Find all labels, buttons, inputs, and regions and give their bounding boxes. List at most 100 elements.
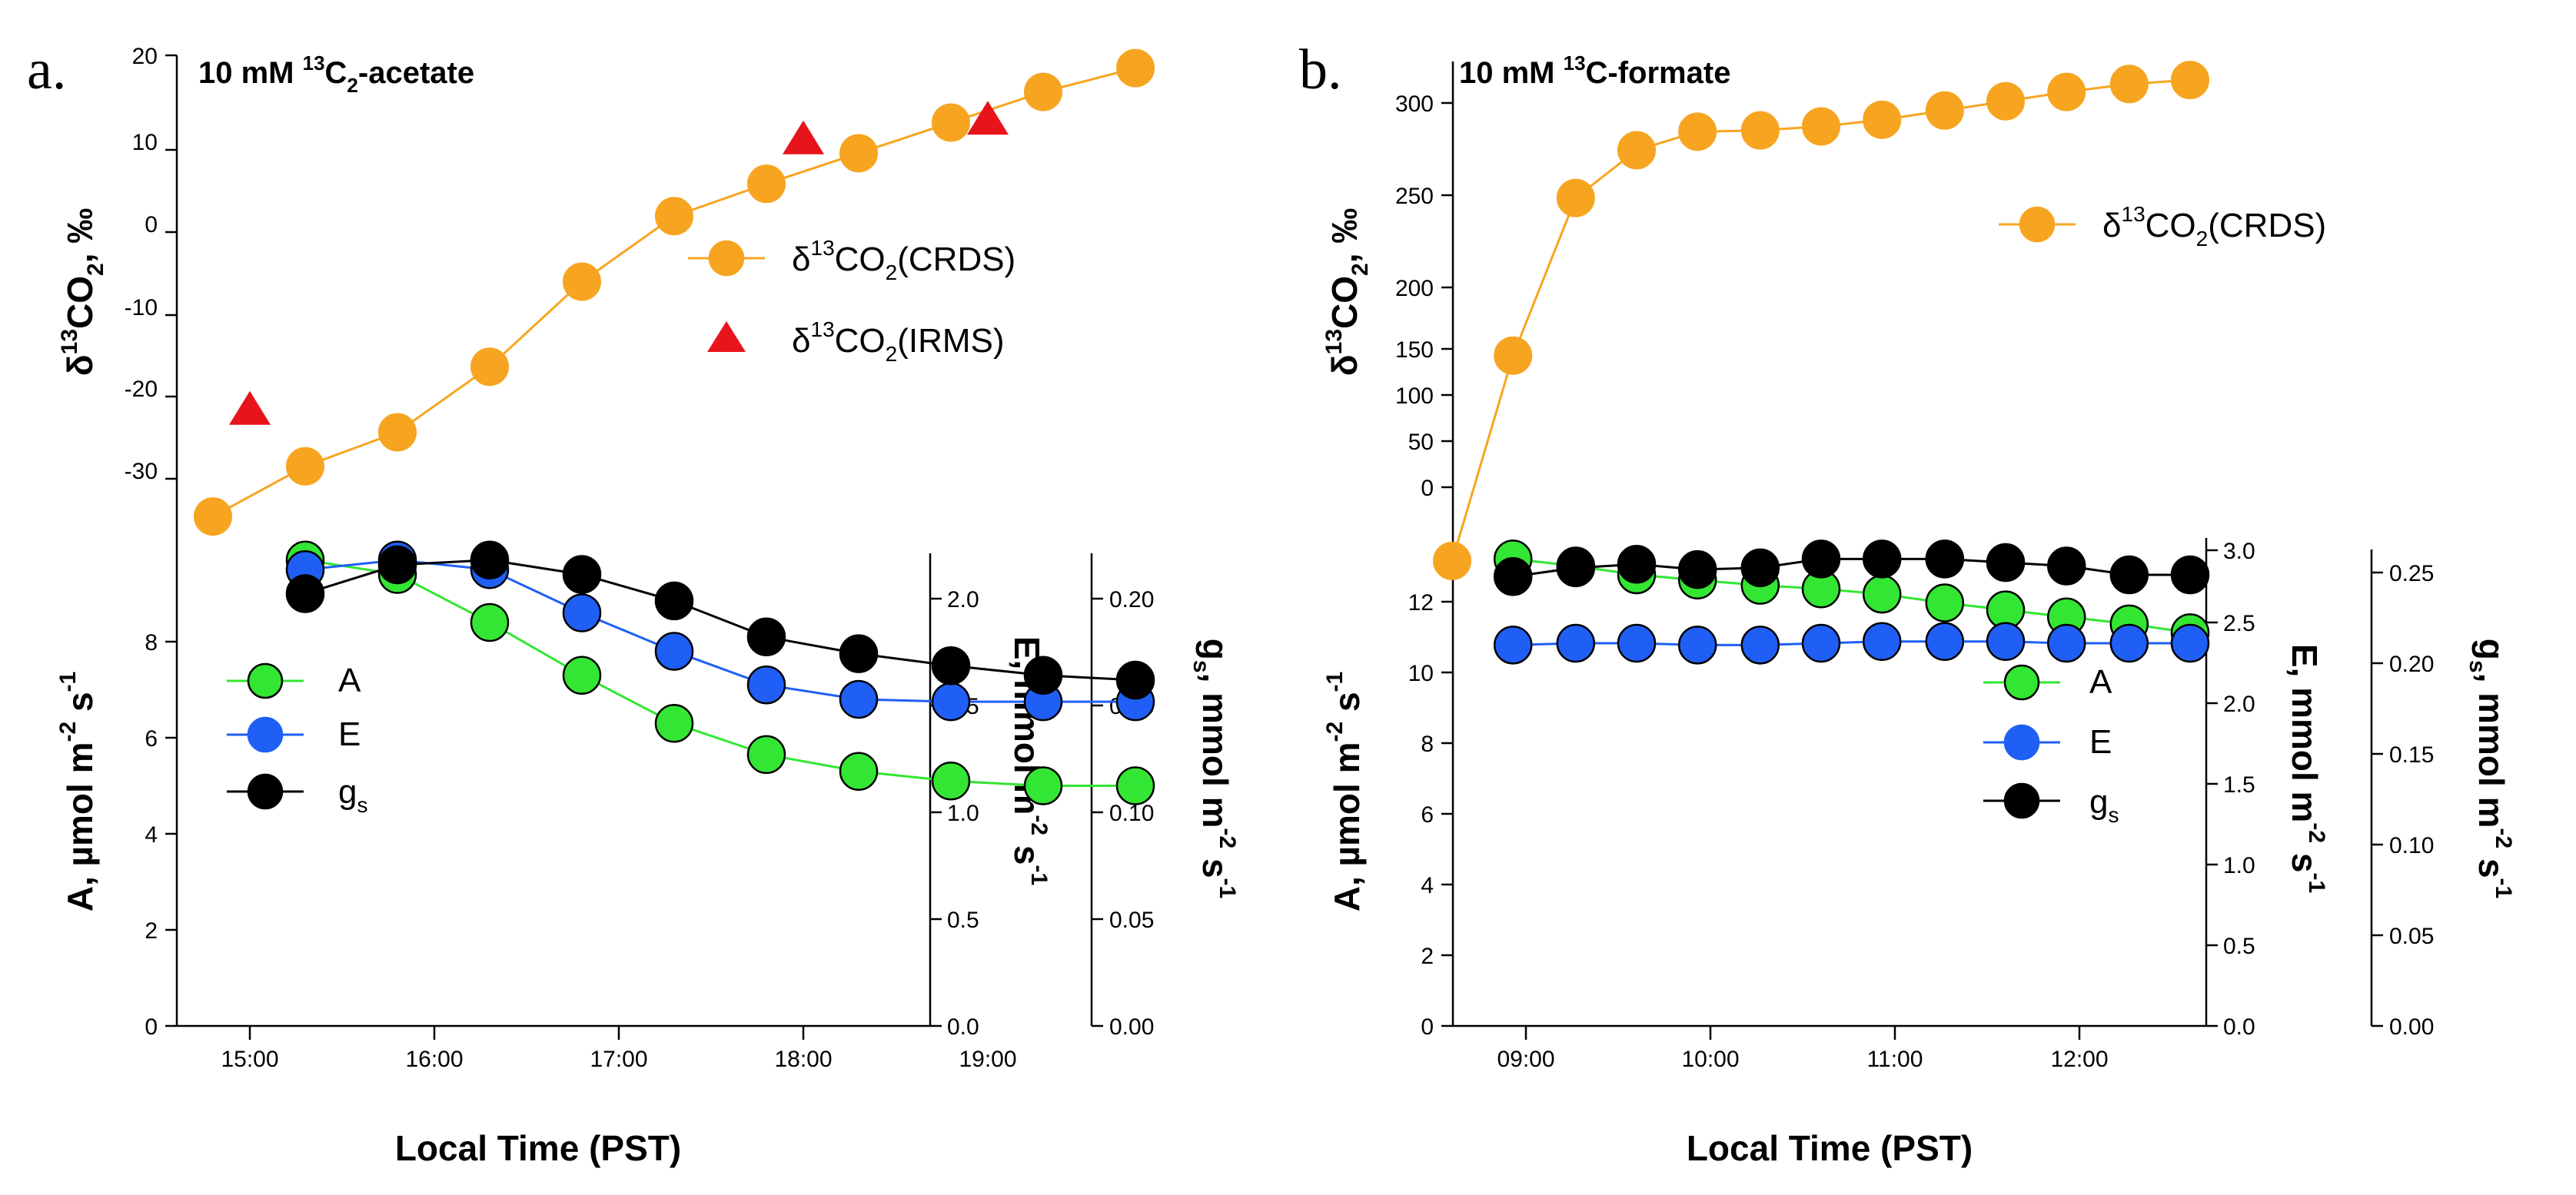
panel-b-top-tick: 50 xyxy=(1408,430,1434,455)
panel-b-a-tick: 12 xyxy=(1408,590,1434,616)
panel-b-gs-tick: 0.00 xyxy=(2389,1014,2434,1040)
bottom-series-point xyxy=(1617,623,1657,663)
irms-point xyxy=(783,120,824,154)
bottom-series-point xyxy=(1925,539,1965,579)
bottom-series-point xyxy=(1493,626,1533,665)
bottom-series-point xyxy=(1925,583,1965,622)
panel-a-gs-axis: 0.00 0.05 0.10 0.15 0.20 gs, mmol m-2 s-… xyxy=(1090,553,1240,1040)
panel-a-top-tick: -30 xyxy=(125,459,158,484)
bottom-series-point xyxy=(1925,622,1965,662)
panel-a-gs-tick: 0.10 xyxy=(1109,801,1154,826)
panel-b-xlabel: Local Time (PST) xyxy=(1687,1128,1973,1168)
bottom-series-point xyxy=(1862,622,1902,662)
panel-b-x-tick: 11:00 xyxy=(1867,1047,1923,1072)
panel-a-e-tick: 1.0 xyxy=(947,801,979,826)
bottom-series-point xyxy=(654,581,694,621)
panel-a-gs-tick: 0.00 xyxy=(1109,1014,1154,1040)
bottom-series-point xyxy=(1493,557,1533,596)
bottom-series-point xyxy=(2170,555,2210,595)
panel-b-bottom-axis: 0 2 4 6 8 10 12 A, µmol m-2 s-1 xyxy=(1322,532,1454,1040)
panel-b-gs-axis: 0.00 0.05 0.10 0.15 0.20 0.25 gs, mmol m… xyxy=(2370,549,2516,1040)
bottom-series-point xyxy=(1677,549,1717,589)
bottom-series-point xyxy=(746,617,786,656)
panel-b-a-tick: 6 xyxy=(1421,802,1434,828)
top-series-point xyxy=(1494,336,1533,375)
bottom-series-point xyxy=(1023,656,1063,695)
panel-a-gs-tick: 0.20 xyxy=(1109,587,1154,612)
panel-a-x-tick: 18:00 xyxy=(774,1047,832,1072)
bottom-series-point xyxy=(470,540,510,579)
panel-a-top-tick: -10 xyxy=(125,295,158,320)
panel-b-e-tick: 1.0 xyxy=(2223,853,2255,878)
bottom-series-point xyxy=(1740,548,1780,588)
bottom-series-point xyxy=(1115,766,1155,805)
panel-b-a-tick: 0 xyxy=(1421,1014,1434,1040)
panel-b-letter: b. xyxy=(1299,38,1342,101)
bottom-series-point xyxy=(746,735,786,775)
bottom-series-point xyxy=(931,762,971,801)
panel-a-a-tick: 4 xyxy=(145,822,158,848)
bottom-series-point xyxy=(2046,546,2086,586)
panel-a-top-ylabel: δ13CO2, ‰ xyxy=(57,208,108,377)
panel-b-a-tick: 4 xyxy=(1421,873,1434,898)
panel-a-x-tick: 19:00 xyxy=(959,1047,1016,1072)
panel-a-top-tick: 20 xyxy=(132,44,158,69)
panel-a-top-tick: 10 xyxy=(132,130,158,155)
panel-b-top-tick: 100 xyxy=(1395,383,1434,409)
panel-b-top-tick: 0 xyxy=(1421,476,1434,501)
panel-a-title: 10 mM 13C2-acetate xyxy=(198,51,474,97)
bottom-series-point xyxy=(1023,766,1063,805)
panel-a-a-tick: 0 xyxy=(145,1014,158,1040)
top-series-point xyxy=(1116,48,1155,88)
top-series-point xyxy=(932,103,970,142)
panel-a-top-plot xyxy=(194,48,1155,536)
panel-a-top-tick: 0 xyxy=(145,212,158,237)
bottom-series-point xyxy=(1617,545,1657,584)
bottom-series-point xyxy=(1115,660,1155,700)
panel-b-e-tick: 3.0 xyxy=(2223,539,2255,564)
bottom-series-point xyxy=(1862,574,1902,614)
panel-b-bottom-legend: A E gs xyxy=(1983,663,2119,827)
bottom-series-point xyxy=(1556,548,1596,588)
bottom-series-point xyxy=(285,574,325,613)
irms-point xyxy=(967,101,1009,135)
panel-a-a-tick: 2 xyxy=(145,918,158,944)
top-series-point xyxy=(1802,107,1840,146)
bottom-series-point xyxy=(2109,555,2149,595)
panel-a-letter: a. xyxy=(27,38,66,101)
bottom-series-point xyxy=(1801,623,1841,663)
panel-b-x-axis: 09:00 10:00 11:00 12:00 Local Time (PST) xyxy=(1453,1024,2206,1168)
panel-b-title: 10 mM 13C-formate xyxy=(1459,51,1730,90)
top-series-point xyxy=(1925,91,1964,130)
panel-a-e-tick: 0.0 xyxy=(947,1014,979,1040)
panel-b-gs-tick: 0.25 xyxy=(2389,561,2434,586)
bottom-series-line xyxy=(304,559,1135,703)
bottom-series-point xyxy=(562,555,602,594)
bottom-series-point xyxy=(470,602,510,642)
panel-b-bottom-ylabel: A, µmol m-2 s-1 xyxy=(1322,672,1367,912)
top-series-point xyxy=(1617,131,1656,170)
bottom-series-line xyxy=(304,559,1136,682)
top-series-point xyxy=(839,134,878,173)
panel-b-top-tick: 200 xyxy=(1395,276,1434,301)
panel-a-top-legend: δ13CO2(CRDS) δ13CO2(IRMS) xyxy=(688,236,1015,366)
panel-b-x-tick: 12:00 xyxy=(2050,1047,2108,1072)
top-series-point xyxy=(378,413,417,452)
top-series-point xyxy=(286,446,324,486)
top-series-point xyxy=(1986,81,2025,121)
bottom-series-point xyxy=(2109,623,2149,663)
top-series-point xyxy=(2171,61,2209,100)
panel-a-x-tick: 16:00 xyxy=(405,1047,463,1072)
irms-point xyxy=(229,390,271,425)
legend-crds-label: δ13CO2(CRDS) xyxy=(792,236,1015,284)
legend-gs-label: gs xyxy=(338,773,367,817)
bottom-series-point xyxy=(839,752,879,791)
panel-b-top-plot xyxy=(1433,61,2209,580)
bottom-series-line xyxy=(304,559,1135,787)
bottom-series-point xyxy=(1986,543,2026,583)
panel-b-e-tick: 2.0 xyxy=(2223,692,2255,717)
panel-b-a-tick: 8 xyxy=(1421,732,1434,757)
legend-irms-label: δ13CO2(IRMS) xyxy=(792,317,1005,366)
bottom-series-point xyxy=(654,632,694,671)
